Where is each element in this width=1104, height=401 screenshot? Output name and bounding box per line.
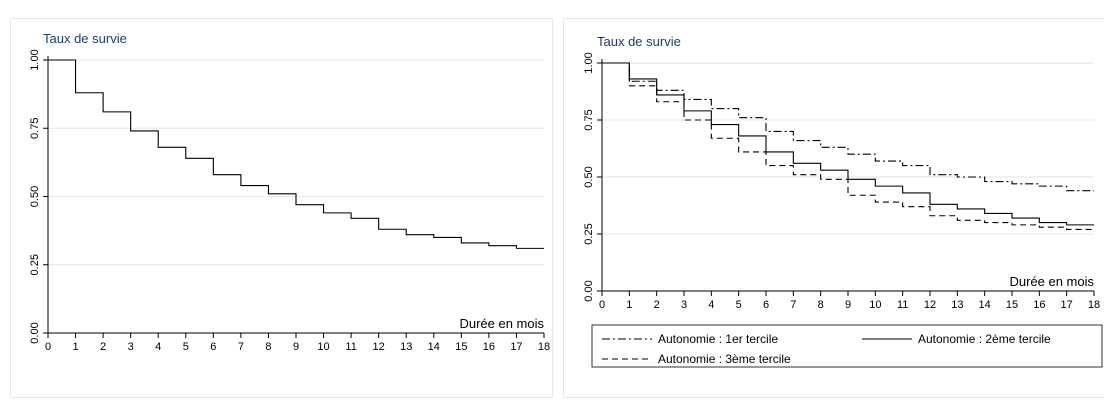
- x-tick-label: 7: [790, 299, 796, 311]
- x-tick-label: 4: [155, 341, 161, 353]
- x-tick-label: 10: [869, 299, 881, 311]
- x-tick-label: 12: [373, 341, 385, 353]
- y-tick-label: 0.25: [583, 223, 595, 244]
- x-tick-label: 11: [345, 341, 356, 353]
- x-tick-label: 5: [183, 341, 189, 353]
- y-tick-label: 1.00: [583, 52, 595, 73]
- x-tick-label: 17: [510, 341, 522, 353]
- chart-panel-left: 0.00 0.25 0.50 0.75 1.00 0 1 2 3 4 5 6 7 8 9 10 11 12 13 14…: [10, 18, 553, 398]
- x-tick-label: 15: [1006, 299, 1018, 311]
- x-tick-label: 13: [400, 341, 412, 353]
- x-tick-label: 1: [626, 299, 632, 311]
- x-tick-label: 18: [1088, 299, 1100, 311]
- survival-curve-2: [602, 62, 1094, 226]
- x-tick-label: 14: [428, 341, 440, 353]
- x-tick-label: 16: [1033, 299, 1045, 311]
- legend-box: [591, 324, 1103, 368]
- x-tick-label: 1: [72, 341, 78, 353]
- chart-panel-right: 0.00 0.25 0.50 0.75 1.00 0 1 2 3 4 5 6 7 8 9 10 11 12 13 14…: [563, 18, 1104, 398]
- y-axis-title: Taux de survie: [597, 34, 681, 49]
- x-tick-label: 6: [210, 341, 216, 353]
- x-tick-label: 11: [897, 299, 908, 311]
- x-tick-label: 13: [951, 299, 963, 311]
- x-tick-label: 18: [538, 341, 550, 353]
- y-tick-label: 0.50: [583, 166, 595, 187]
- x-tick-label: 10: [317, 341, 329, 353]
- y-tick-label: 1.00: [29, 49, 41, 70]
- x-tick-label: 8: [265, 341, 271, 353]
- x-tick-label: 16: [483, 341, 495, 353]
- y-axis-title: Taux de survie: [43, 31, 127, 46]
- x-tick-label: 14: [979, 299, 991, 311]
- x-tick-label: 9: [845, 299, 851, 311]
- y-tick-label: 0.00: [29, 322, 41, 343]
- x-tick-label: 6: [763, 299, 769, 311]
- x-tick-label: 17: [1061, 299, 1073, 311]
- y-tick-label: 0.25: [29, 254, 41, 275]
- y-tick-label: 0.75: [583, 109, 595, 130]
- x-tick-label: 9: [293, 341, 299, 353]
- survival-curve-1: [48, 59, 544, 249]
- x-tick-label: 0: [599, 299, 605, 311]
- x-axis-title: Durée en mois: [459, 316, 544, 331]
- x-tick-label: 2: [100, 341, 106, 353]
- x-tick-label: 8: [818, 299, 824, 311]
- y-tick-label: 0.00: [583, 280, 595, 301]
- survival-curve-3: [602, 62, 1094, 230]
- x-tick-label: 15: [455, 341, 467, 353]
- chart-right: 0.000.250.500.751.000 1 2 3 4 5 6 7 8 9 10 11 12 13 14…: [583, 34, 1103, 368]
- x-tick-label: 5: [736, 299, 742, 311]
- legend-label-2: Autonomie : 2ème tercile: [918, 332, 1051, 346]
- y-tick-label: 0.75: [29, 118, 41, 139]
- legend-label-1: Autonomie : 1er tercile: [658, 332, 778, 346]
- x-axis-title: Durée en mois: [1009, 274, 1094, 289]
- x-tick-label: 3: [681, 299, 687, 311]
- x-tick-label: 7: [238, 341, 244, 353]
- x-tick-label: 4: [708, 299, 714, 311]
- legend-label-3: Autonomie : 3ème tercile: [658, 352, 791, 366]
- x-tick-label: 12: [924, 299, 936, 311]
- y-tick-label: 0.50: [29, 186, 41, 207]
- x-tick-label: 3: [128, 341, 134, 353]
- x-tick-label: 2: [654, 299, 660, 311]
- chart-left: 0.000.250.500.751.000 1 2 3 4 5 6 7 8 9 10 11 12 13 14…: [29, 31, 550, 353]
- x-tick-label: 0: [45, 341, 51, 353]
